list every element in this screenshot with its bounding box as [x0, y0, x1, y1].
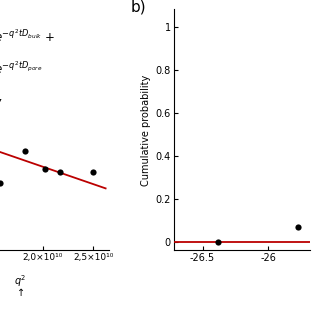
Point [43, 167, 48, 172]
Point [22, 149, 27, 154]
Point [91, 170, 96, 175]
Text: $\uparrow$: $\uparrow$ [15, 286, 25, 298]
Text: b): b) [130, 0, 146, 15]
Text: $\mathit{e}^{-q^2tD_{bulk}}$ +: $\mathit{e}^{-q^2tD_{bulk}}$ + [0, 29, 55, 45]
Text: $\mathit{e}^{-q^2tD_{pore}}$: $\mathit{e}^{-q^2tD_{pore}}$ [0, 60, 43, 77]
Y-axis label: Cumulative probability: Cumulative probability [141, 74, 151, 186]
Text: $q^2$: $q^2$ [14, 273, 27, 289]
Point [58, 170, 63, 175]
Point [216, 239, 221, 244]
Point [295, 225, 300, 230]
Point [0, 181, 2, 186]
